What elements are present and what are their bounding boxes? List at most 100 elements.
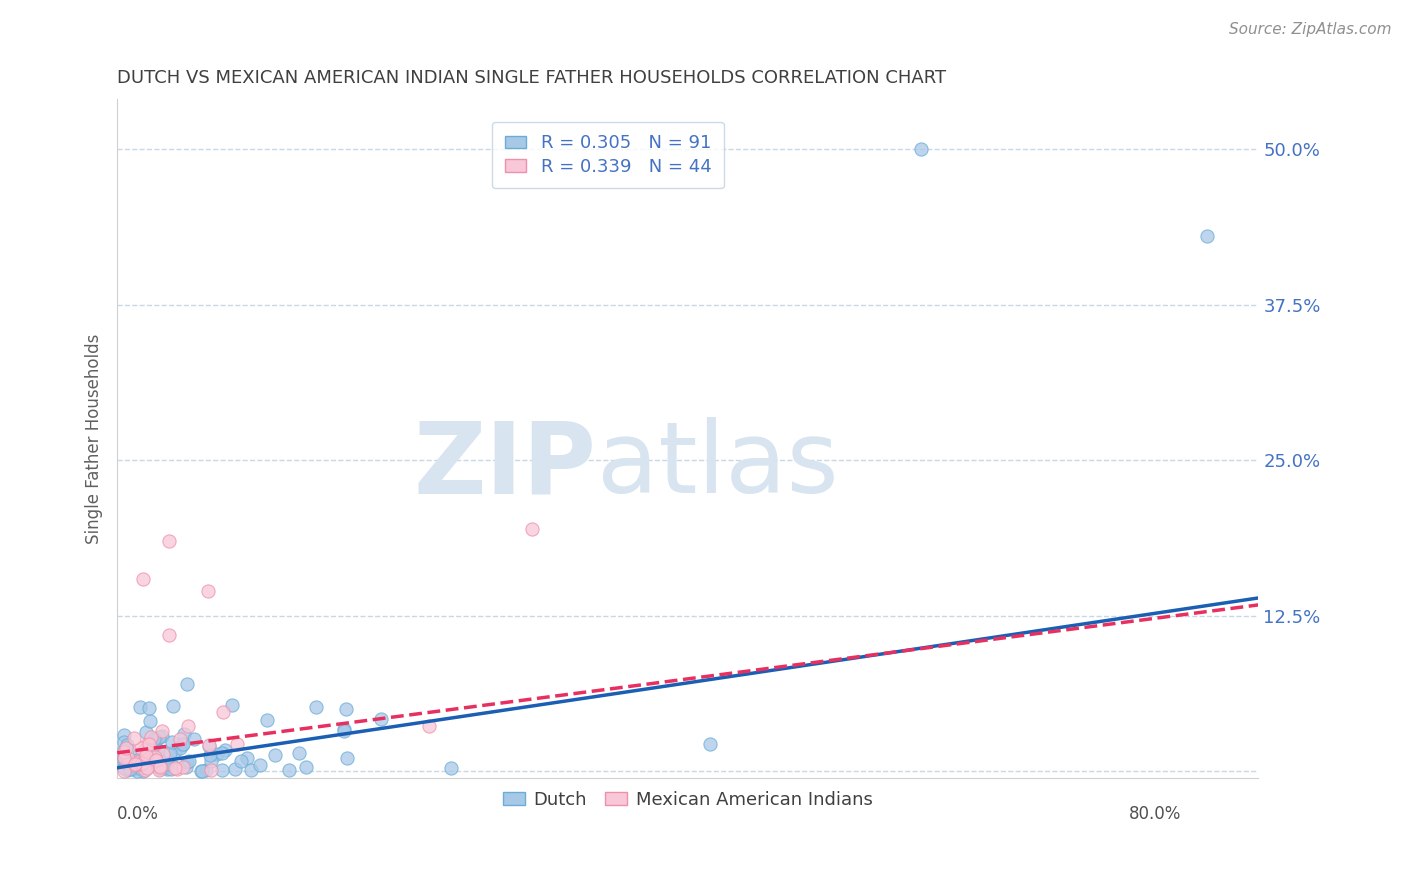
Point	[229, 754, 252, 768]
Point	[120, 756, 142, 770]
Point	[177, 719, 200, 733]
Point	[156, 762, 179, 776]
Point	[129, 756, 152, 771]
Point	[139, 714, 162, 729]
Point	[214, 743, 236, 757]
Point	[162, 699, 184, 714]
Point	[159, 746, 181, 760]
Point	[153, 760, 176, 774]
Point	[212, 705, 235, 719]
Point	[440, 761, 463, 775]
Point	[142, 739, 165, 753]
Point	[333, 722, 356, 736]
Point	[153, 756, 176, 770]
Point	[169, 740, 191, 755]
Point	[152, 747, 174, 762]
Point	[112, 756, 135, 770]
Point	[112, 764, 135, 778]
Point	[240, 763, 263, 777]
Point	[148, 763, 170, 777]
Point	[138, 737, 160, 751]
Point	[163, 761, 186, 775]
Point	[305, 699, 328, 714]
Point	[117, 762, 139, 776]
Point	[173, 727, 195, 741]
Point	[191, 764, 214, 778]
Point	[176, 755, 198, 769]
Point	[127, 755, 149, 769]
Point	[336, 751, 359, 765]
Y-axis label: Single Father Households: Single Father Households	[86, 334, 103, 543]
Point	[141, 730, 163, 744]
Legend: Dutch, Mexican American Indians: Dutch, Mexican American Indians	[496, 784, 880, 816]
Point	[198, 739, 221, 753]
Point	[170, 738, 193, 752]
Point	[145, 752, 167, 766]
Point	[335, 701, 357, 715]
Point	[148, 762, 170, 776]
Point	[132, 764, 155, 779]
Point	[194, 763, 217, 777]
Point	[157, 534, 180, 549]
Point	[112, 735, 135, 749]
Point	[127, 764, 149, 779]
Point	[263, 747, 285, 762]
Point	[115, 738, 138, 752]
Point	[370, 712, 392, 726]
Point	[183, 732, 205, 747]
Point	[224, 762, 246, 776]
Point	[163, 760, 186, 774]
Point	[129, 741, 152, 756]
Point	[124, 754, 146, 768]
Point	[143, 754, 166, 768]
Point	[142, 731, 165, 746]
Point	[143, 749, 166, 764]
Point	[295, 760, 318, 774]
Point	[1195, 229, 1218, 244]
Point	[128, 761, 150, 775]
Point	[125, 753, 148, 767]
Point	[148, 743, 170, 757]
Text: 0.0%: 0.0%	[117, 805, 159, 823]
Point	[112, 761, 135, 775]
Point	[149, 760, 172, 774]
Point	[225, 737, 247, 751]
Point	[114, 759, 136, 773]
Point	[156, 756, 179, 771]
Point	[131, 756, 153, 770]
Point	[115, 740, 138, 755]
Point	[198, 747, 221, 762]
Point	[132, 743, 155, 757]
Point	[172, 760, 194, 774]
Point	[112, 749, 135, 764]
Point	[117, 756, 139, 770]
Point	[236, 751, 259, 765]
Point	[910, 142, 932, 156]
Point	[112, 745, 135, 759]
Point	[150, 729, 173, 743]
Point	[200, 763, 222, 777]
Point	[114, 753, 136, 767]
Point	[134, 763, 156, 777]
Point	[211, 763, 233, 777]
Point	[333, 724, 356, 739]
Point	[120, 756, 142, 770]
Text: Source: ZipAtlas.com: Source: ZipAtlas.com	[1229, 22, 1392, 37]
Point	[136, 745, 159, 759]
Point	[139, 759, 162, 773]
Point	[139, 754, 162, 768]
Point	[122, 758, 145, 772]
Point	[117, 763, 139, 777]
Point	[211, 746, 233, 760]
Point	[165, 744, 187, 758]
Point	[699, 737, 721, 751]
Point	[124, 756, 146, 771]
Point	[112, 749, 135, 764]
Point	[152, 724, 174, 739]
Point	[118, 763, 141, 777]
Point	[249, 757, 271, 772]
Point	[179, 754, 201, 768]
Point	[221, 698, 243, 713]
Point	[277, 763, 299, 777]
Point	[197, 738, 219, 752]
